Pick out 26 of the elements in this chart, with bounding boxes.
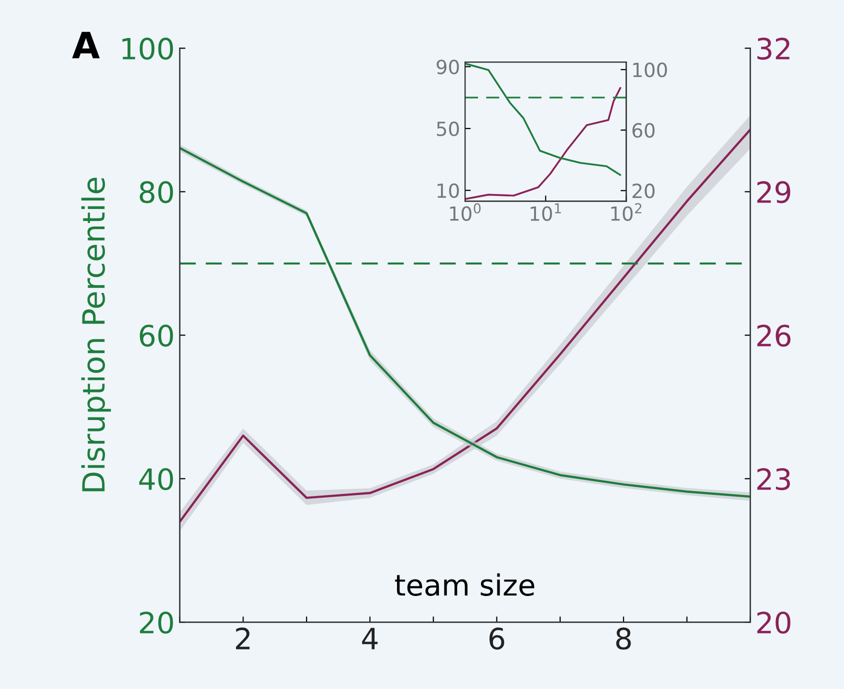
x-tick-label: 4	[362, 628, 378, 650]
y2-tick-label: 100	[633, 62, 667, 78]
y-tick-label: 20	[140, 612, 173, 634]
y2-tick-label: 26	[757, 324, 790, 347]
y-tick-label: 40	[139, 468, 173, 490]
y2-tick-label: 60	[632, 123, 655, 138]
y2-tick-label: 29	[757, 181, 790, 204]
y-tick-label: 100	[122, 38, 173, 60]
x-tick-label: 10$^{0}$	[450, 203, 481, 221]
y2-tick-label: 23	[757, 468, 790, 490]
x-tick-label: 10$^{1}$	[530, 203, 561, 221]
y2-tick-label: 32	[757, 38, 790, 60]
x-tick-label: 8	[616, 628, 631, 650]
x-tick-label: 2	[236, 628, 250, 650]
text: A	[72, 32, 100, 58]
y2-tick-label: 20	[632, 184, 655, 198]
x-axis-title: team size	[395, 573, 534, 596]
y-tick-label: 60	[140, 324, 173, 347]
y-tick-label: 90	[436, 60, 459, 74]
x-tick-label: 10$^{2}$	[611, 203, 642, 221]
x-tick-label: 6	[490, 628, 504, 650]
y-tick-label: 50	[436, 121, 459, 136]
y2-tick-label: 20	[757, 612, 790, 634]
y-tick-label: 10	[438, 183, 459, 198]
y-axis-title: Disruption Percentile	[81, 178, 111, 492]
y-tick-label: 80	[140, 181, 173, 204]
